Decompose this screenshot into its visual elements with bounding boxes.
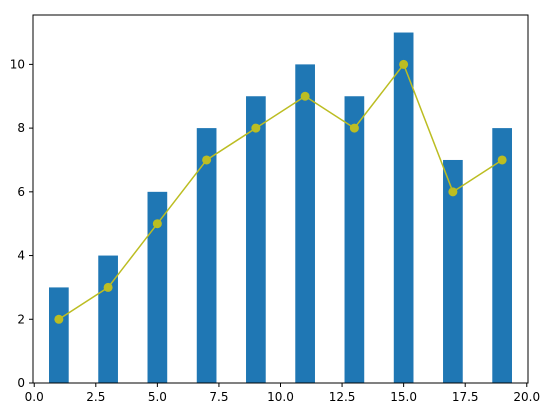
bar <box>492 128 512 383</box>
bar <box>147 191 168 383</box>
y-tick-label: 0 <box>17 376 25 390</box>
line-point <box>448 187 458 197</box>
y-tick-label: 2 <box>17 312 25 326</box>
line-point <box>497 155 507 165</box>
y-tick-label: 10 <box>10 57 25 71</box>
x-axis: 0.0 2.5 5.0 7.5 10.0 12.5 15.0 17.5 20.0 <box>25 383 540 404</box>
line-point <box>349 123 359 133</box>
x-tick-label: 5.0 <box>148 390 167 404</box>
bar <box>196 128 217 383</box>
line-series <box>54 59 507 324</box>
y-tick-label: 8 <box>17 121 25 135</box>
line-point <box>152 219 162 229</box>
bar <box>98 255 118 383</box>
bar <box>393 32 414 384</box>
bar <box>49 287 69 383</box>
x-tick-label: 7.5 <box>209 390 228 404</box>
x-tick-label: 10.0 <box>267 390 294 404</box>
bar <box>443 159 463 383</box>
bar <box>295 64 315 383</box>
bar-series <box>49 32 512 384</box>
y-axis: 0 2 4 6 8 10 <box>10 57 33 390</box>
y-tick-label: 4 <box>17 249 25 263</box>
line-point <box>399 59 409 69</box>
series-line <box>58 62 503 320</box>
x-tick-label: 2.5 <box>86 390 105 404</box>
line-point <box>103 282 113 292</box>
x-tick-label: 17.5 <box>452 390 479 404</box>
line-point <box>54 314 64 324</box>
bar <box>344 96 365 383</box>
x-tick-label: 0.0 <box>25 390 44 404</box>
x-tick-label: 12.5 <box>329 390 356 404</box>
bar <box>246 96 266 383</box>
x-tick-label: 15.0 <box>390 390 417 404</box>
y-tick-label: 6 <box>17 185 25 199</box>
line-point <box>251 123 261 133</box>
x-tick-label: 20.0 <box>513 390 540 404</box>
line-point <box>202 155 212 165</box>
line-point <box>300 91 310 101</box>
